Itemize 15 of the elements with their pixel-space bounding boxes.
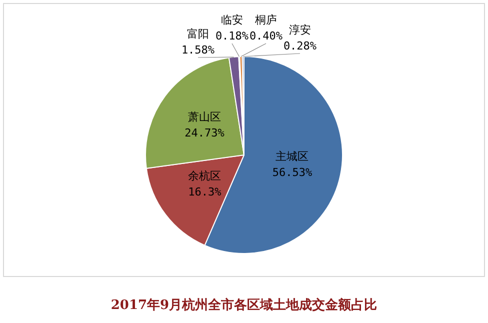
data-label: 0.28% (283, 39, 317, 52)
data-label: 16.3% (188, 186, 222, 199)
data-label: 24.73% (184, 126, 225, 140)
text: 2017年9月杭州全市各区域土地成交金额占比 (110, 296, 378, 314)
data-label: 0.40% (249, 29, 283, 42)
slice-label: 富阳 (187, 27, 209, 40)
slice-label: 萧山区 (188, 110, 222, 124)
slice-label: 主城区 (276, 150, 309, 163)
slice-label: 余杭区 (188, 170, 222, 183)
data-label: 56.53% (272, 166, 312, 179)
slice-label: 临安 (221, 13, 243, 26)
data-label: 0.18% (215, 29, 249, 42)
slice-label: 桐庐 (254, 13, 277, 26)
data-label: 1.58% (181, 43, 215, 56)
slice-label: 淳安 (289, 23, 311, 36)
